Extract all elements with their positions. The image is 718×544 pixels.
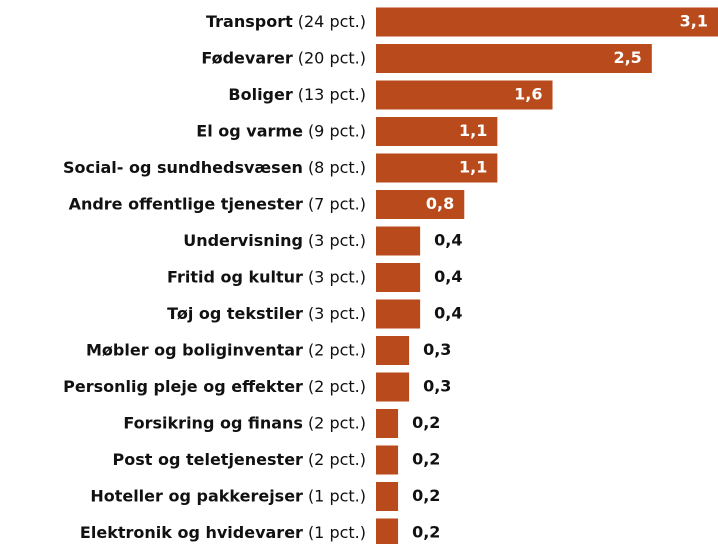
category-label: Andre offentlige tjenester (7 pct.)	[69, 194, 366, 213]
category-name: Personlig pleje og effekter	[63, 377, 303, 396]
category-name: Elektronik og hvidevarer	[80, 523, 303, 542]
category-note: (7 pct.)	[308, 194, 366, 213]
category-name: Møbler og boliginventar	[86, 340, 303, 359]
value-label: 0,2	[412, 413, 440, 432]
category-note: (8 pct.)	[308, 158, 366, 177]
bar	[376, 153, 498, 183]
value-label: 1,1	[459, 121, 487, 140]
category-name: Boliger	[228, 85, 292, 104]
category-name: Forsikring og finans	[123, 413, 303, 432]
value-label: 0,4	[434, 304, 462, 323]
category-label: Forsikring og finans (2 pct.)	[123, 413, 366, 432]
value-label: 0,8	[426, 194, 454, 213]
category-note: (2 pct.)	[308, 340, 366, 359]
category-name: El og varme	[196, 121, 303, 140]
category-note: (24 pct.)	[298, 12, 366, 31]
value-label: 1,1	[459, 158, 487, 177]
category-note: (3 pct.)	[308, 267, 366, 286]
value-label: 0,2	[412, 523, 440, 542]
category-name: Tøj og tekstiler	[167, 304, 303, 323]
bar	[376, 190, 465, 219]
category-label: Tøj og tekstiler (3 pct.)	[167, 304, 366, 323]
category-label: El og varme (9 pct.)	[196, 121, 366, 140]
category-note: (2 pct.)	[308, 377, 366, 396]
value-label: 0,4	[434, 267, 462, 286]
category-label: Undervisning (3 pct.)	[183, 231, 366, 250]
category-label: Social- og sundhedsvæsen (8 pct.)	[63, 158, 366, 177]
category-label: Fritid og kultur (3 pct.)	[167, 267, 366, 286]
category-note: (1 pct.)	[308, 523, 366, 542]
value-label: 0,2	[412, 450, 440, 469]
category-name: Fritid og kultur	[167, 267, 303, 286]
category-label: Personlig pleje og effekter (2 pct.)	[63, 377, 366, 396]
category-note: (20 pct.)	[298, 48, 366, 67]
value-label: 0,3	[423, 340, 451, 359]
category-name: Post og teletjenester	[112, 450, 303, 469]
category-label: Møbler og boliginventar (2 pct.)	[86, 340, 366, 359]
value-label: 0,2	[412, 486, 440, 505]
bar	[376, 299, 421, 329]
category-note: (13 pct.)	[298, 85, 366, 104]
bar	[376, 336, 410, 365]
value-label: 2,5	[613, 48, 641, 67]
value-label: 0,3	[423, 377, 451, 396]
category-name: Hoteller og pakkerejser	[90, 486, 303, 505]
value-label: 3,1	[680, 12, 708, 31]
bar	[376, 7, 718, 37]
category-name: Transport	[206, 12, 293, 31]
category-note: (3 pct.)	[308, 304, 366, 323]
category-note: (2 pct.)	[308, 413, 366, 432]
category-name: Undervisning	[183, 231, 303, 250]
bar	[376, 44, 652, 73]
category-label: Transport (24 pct.)	[206, 12, 366, 31]
bar	[376, 482, 399, 511]
value-label: 1,6	[514, 85, 542, 104]
category-label: Hoteller og pakkerejser (1 pct.)	[90, 486, 366, 505]
category-name: Fødevarer	[201, 48, 293, 67]
bar	[376, 117, 498, 146]
value-label: 0,4	[434, 231, 462, 250]
category-note: (1 pct.)	[308, 486, 366, 505]
category-label: Boliger (13 pct.)	[228, 85, 366, 104]
category-label: Fødevarer (20 pct.)	[201, 48, 366, 67]
category-note: (9 pct.)	[308, 121, 366, 140]
bar	[376, 263, 421, 292]
category-name: Social- og sundhedsvæsen	[63, 158, 303, 177]
bar	[376, 445, 399, 475]
category-name: Andre offentlige tjenester	[69, 194, 303, 213]
category-label: Post og teletjenester (2 pct.)	[112, 450, 366, 469]
bar	[376, 80, 553, 110]
category-note: (3 pct.)	[308, 231, 366, 250]
bar	[376, 226, 421, 256]
category-label: Elektronik og hvidevarer (1 pct.)	[80, 523, 366, 542]
bar	[376, 409, 399, 438]
bar	[376, 518, 399, 544]
category-note: (2 pct.)	[308, 450, 366, 469]
bar	[376, 372, 410, 402]
